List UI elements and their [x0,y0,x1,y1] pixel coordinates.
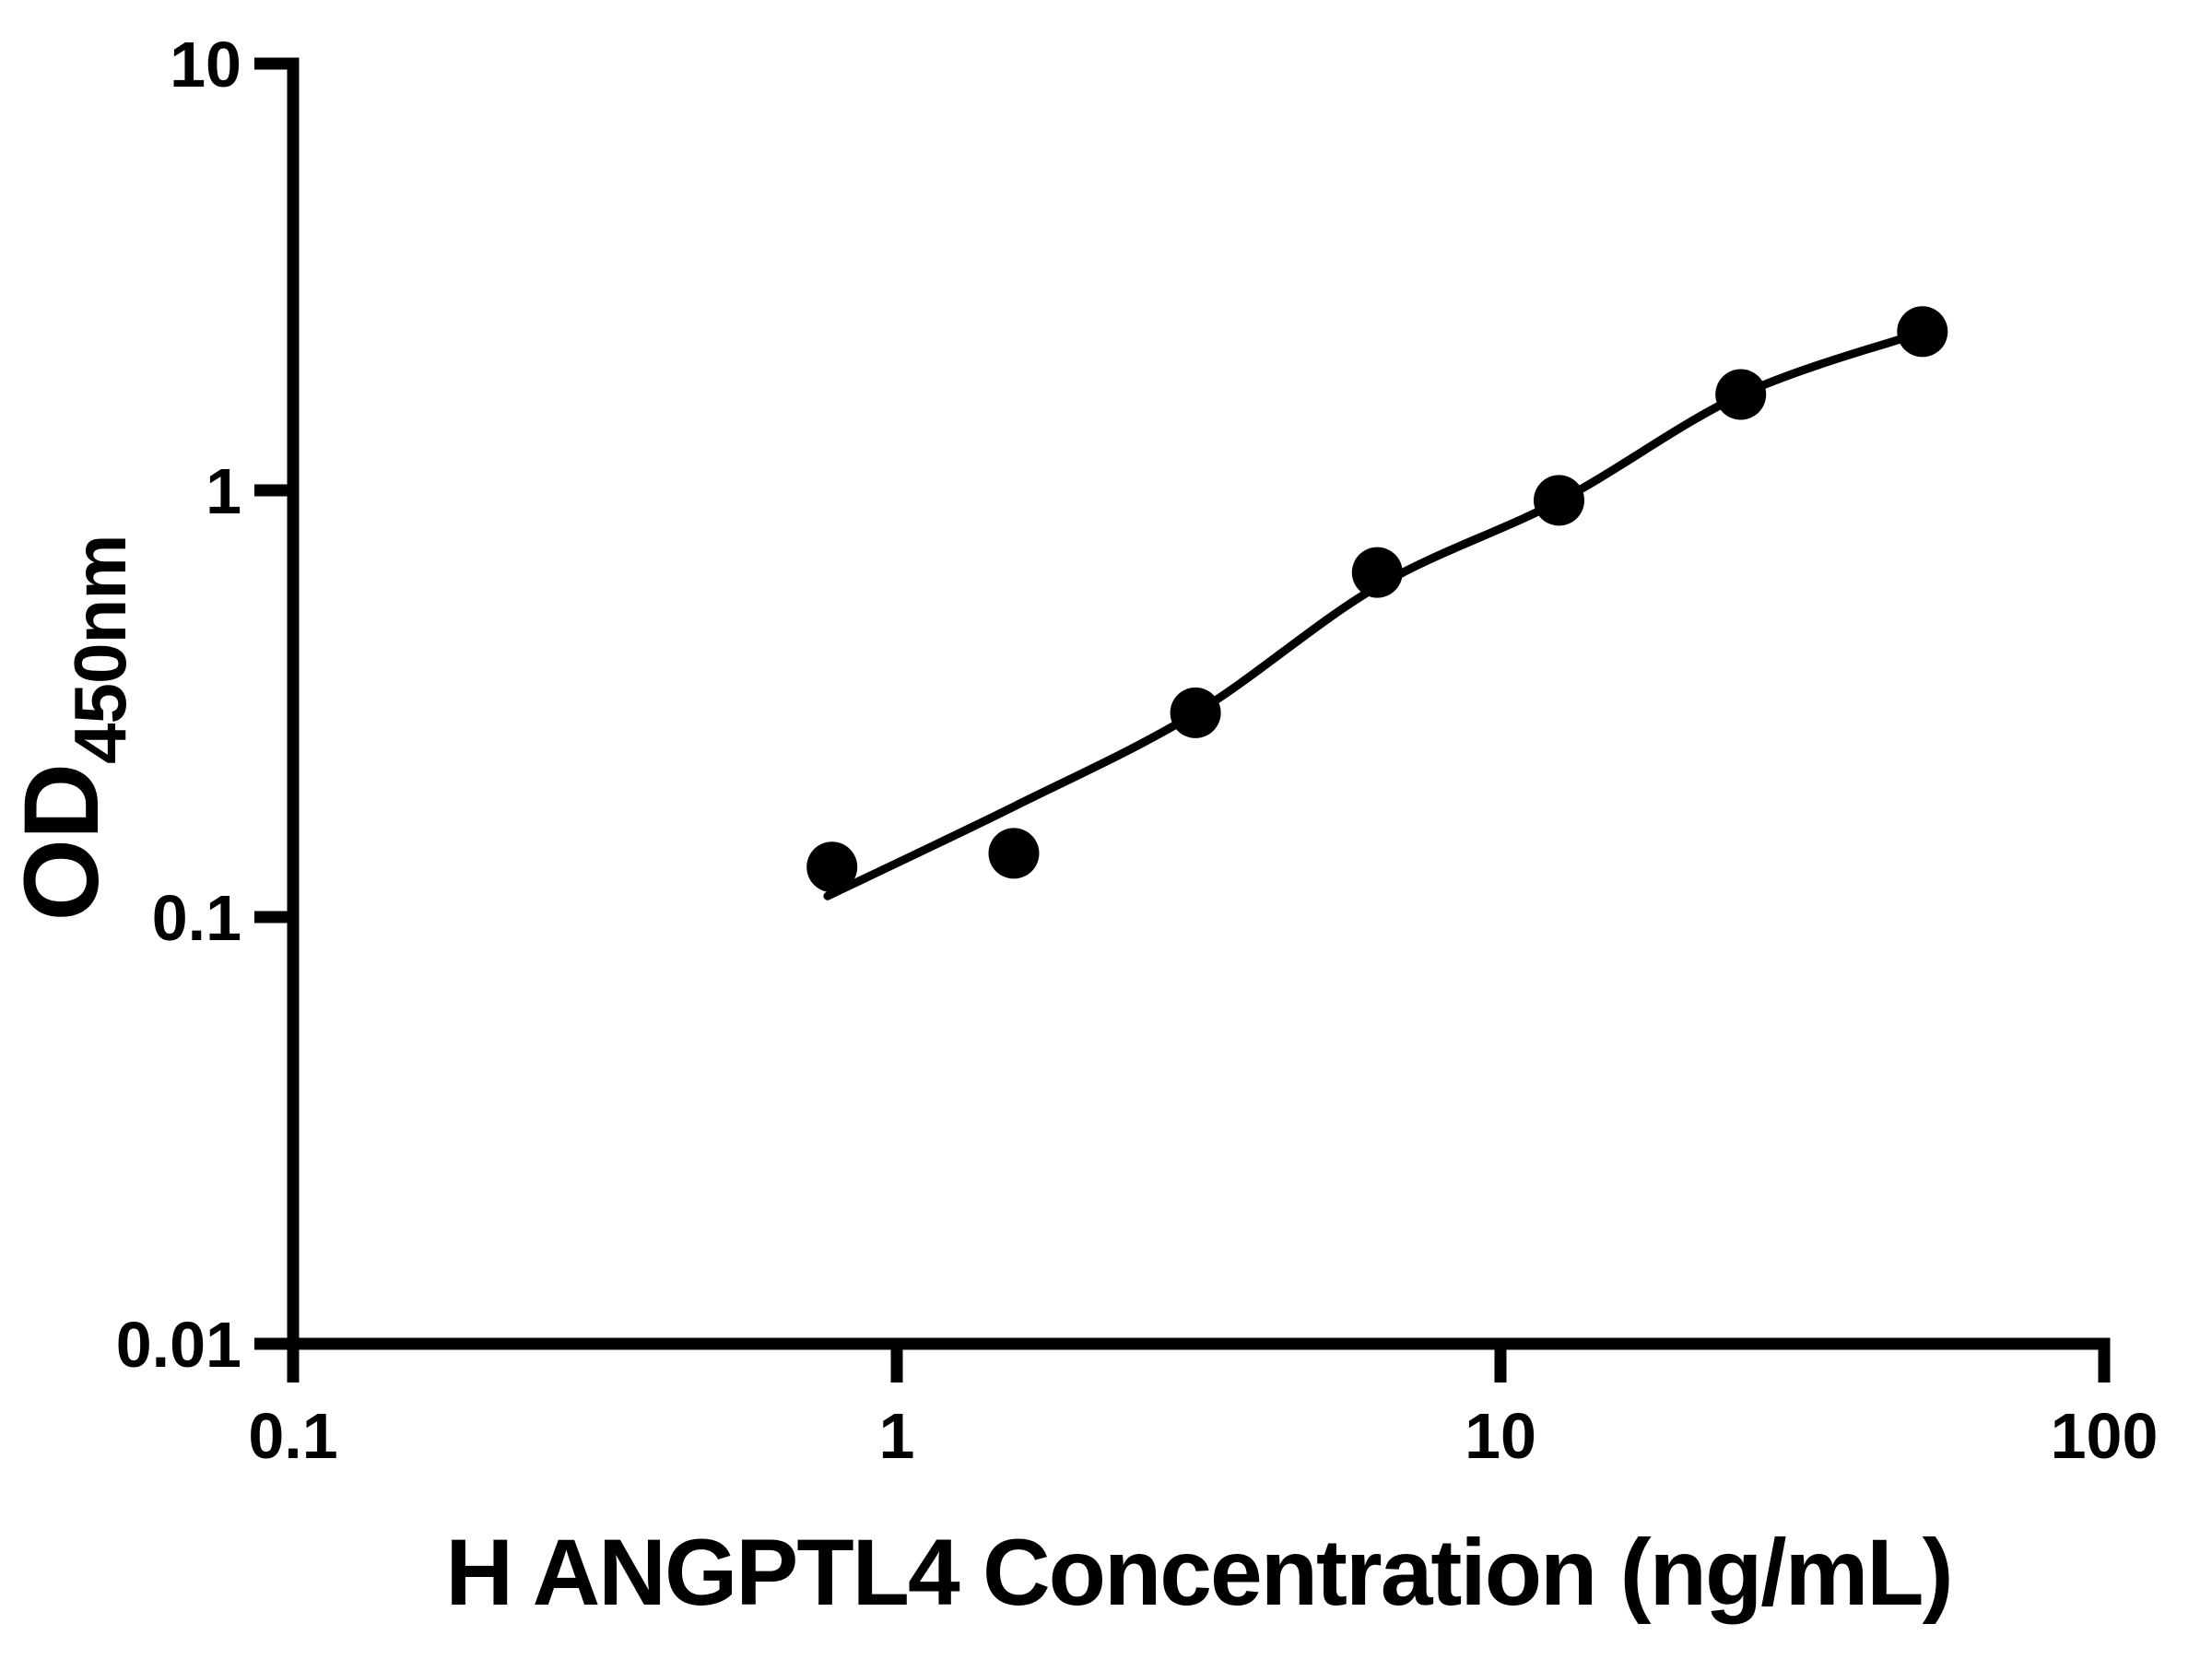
data-point-marker [1897,306,1948,358]
data-point-marker [806,841,858,893]
x-tick-label: 0.1 [248,1400,337,1472]
x-tick-label: 10 [1465,1400,1536,1472]
data-point-marker [988,828,1040,879]
fit-curve-line [823,327,1929,900]
data-point-marker [1534,475,1584,526]
y-axis-title: OD450nm [1,535,143,922]
data-point-marker [1715,369,1767,420]
y-axis-title-main: OD [3,763,121,922]
y-tick-label: 1 [206,455,241,527]
data-point-marker [1351,547,1403,598]
x-tick-label: 1 [879,1400,915,1472]
x-axis-title: H ANGPTL4 Concentration (ng/mL) [445,1520,1953,1625]
y-tick-label: 10 [170,29,241,100]
y-tick-label: 0.01 [116,1309,241,1381]
y-axis-title-subscript: 450nm [59,535,141,764]
x-tick-label: 100 [2051,1400,2159,1472]
data-point-marker [1170,687,1221,738]
y-tick-label: 0.1 [152,882,241,954]
